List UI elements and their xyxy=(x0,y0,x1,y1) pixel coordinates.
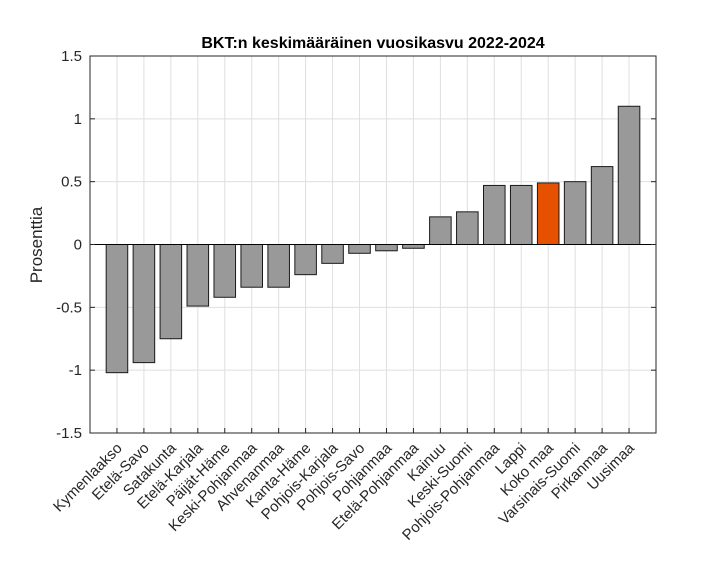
bar-uusimaa xyxy=(617,105,641,246)
y-tick-label: -1.5 xyxy=(56,425,82,442)
bar-kanta-häme xyxy=(294,244,317,276)
bar-etelä-savo xyxy=(132,244,156,364)
bar-pohjois-savo xyxy=(348,244,371,254)
y-tick-label: -1 xyxy=(69,362,82,379)
bar-satakunta xyxy=(159,244,183,340)
axes xyxy=(89,55,657,434)
bar-ahvenanmaa xyxy=(267,244,290,288)
y-tick-label: 1 xyxy=(74,111,82,128)
bar-etelä-karjala xyxy=(186,244,210,307)
bar-koko-maa xyxy=(536,182,560,246)
bar-keski-suomi xyxy=(456,211,479,245)
bar-pohjois-pohjanmaa xyxy=(483,184,506,245)
bar-keski-pohjanmaa xyxy=(240,244,263,288)
bar-pohjanmaa xyxy=(375,244,398,252)
bar-päijät-häme xyxy=(213,244,237,298)
bar-etelä-pohjanmaa xyxy=(402,244,425,249)
bar-varsinais-suomi xyxy=(563,181,587,246)
bar-pohjois-karjala xyxy=(321,244,344,264)
chart-title: BKT:n keskimääräinen vuosikasvu 2022-202… xyxy=(201,35,544,52)
bars xyxy=(105,105,641,374)
bar-kymenlaakso xyxy=(105,244,129,374)
bar-lappi xyxy=(509,184,533,245)
y-tick-label: 0 xyxy=(74,237,82,254)
y-tick-label: -0.5 xyxy=(56,299,82,316)
bar-pirkanmaa xyxy=(590,166,614,245)
y-axis-label: Prosenttia xyxy=(27,206,46,283)
y-tick-label: 0.5 xyxy=(61,174,82,191)
y-tick-label: 1.5 xyxy=(61,48,82,65)
bar-kainuu xyxy=(429,216,452,245)
